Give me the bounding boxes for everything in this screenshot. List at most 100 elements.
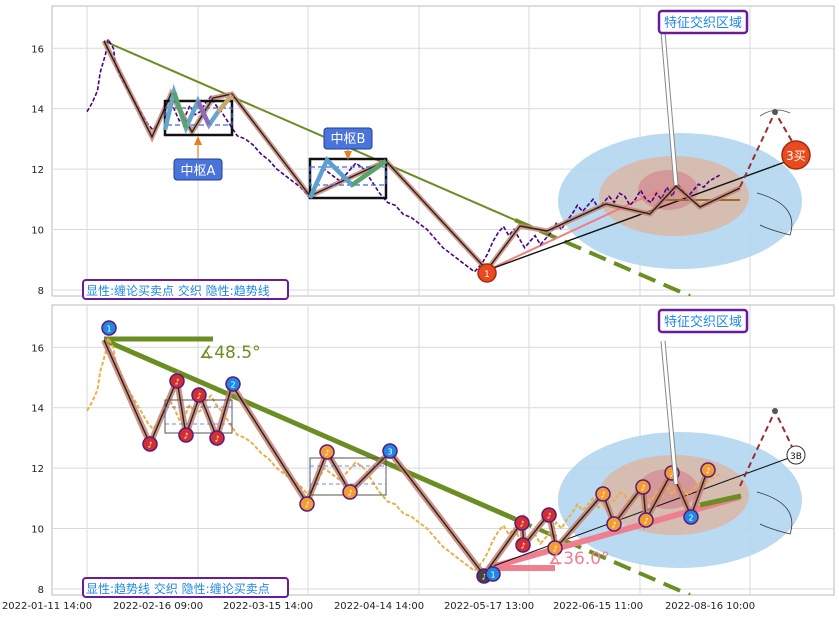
xtick-label-3: 2022-04-14 14:00 bbox=[334, 601, 424, 612]
legend-bottom: 显性:趋势线 交织 隐性:缠论买卖点 bbox=[86, 581, 270, 596]
feature-tag-top-box bbox=[657, 9, 749, 35]
buy3-label-top: 3买 bbox=[786, 149, 806, 163]
feature-tag-bottom: 特征交织区域 bbox=[664, 314, 742, 330]
zhongshu-b-stroke-green bbox=[350, 159, 388, 187]
signal-marker-label-21: ♪ bbox=[669, 470, 674, 479]
zhongshu-a-stroke-tan bbox=[216, 93, 234, 114]
signal-marker-label-3: ♪ bbox=[183, 432, 188, 441]
price-line-bottom bbox=[86, 335, 721, 573]
signal-marker-label-17: ♪ bbox=[600, 491, 605, 500]
bottom-ytick-label-12: 12 bbox=[31, 464, 44, 475]
top-ytick-label-14: 14 bbox=[31, 105, 44, 116]
angle-label-bottom: ∡36.0° bbox=[548, 549, 610, 569]
zhongshu-b-label-box bbox=[323, 127, 373, 150]
feature-tag-top: 特征交织区域 bbox=[664, 15, 742, 31]
buy3-signal-top bbox=[781, 140, 811, 170]
signal-marker-7 bbox=[299, 496, 315, 512]
buy1-label-top: 1 bbox=[484, 270, 490, 280]
bottom-ytick-label-16: 16 bbox=[31, 343, 44, 354]
top-ytick-label-12: 12 bbox=[31, 165, 44, 176]
legend-top: 显性:缠论买卖点 交织 隐性:趋势线 bbox=[86, 283, 270, 298]
signal-marker-label-13: ♪ bbox=[519, 520, 524, 529]
projection-arc-top bbox=[756, 192, 793, 236]
top-ytick-label-10: 10 bbox=[31, 226, 44, 237]
zhongshu-b-inner-bottom bbox=[309, 465, 387, 485]
xtick-label-4: 2022-05-17 13:00 bbox=[444, 601, 534, 612]
bottom-ytick-label-10: 10 bbox=[31, 525, 44, 536]
feature-arrow-top bbox=[661, 31, 678, 186]
signal-marker-label-20: ♪ bbox=[643, 517, 648, 526]
angle-label-top: ∡48.5° bbox=[199, 343, 261, 363]
signal-marker-label-4: ♪ bbox=[196, 392, 201, 401]
trendline-bottom-dashed bbox=[514, 517, 691, 595]
signal-marker-label-22: 2 bbox=[688, 514, 693, 523]
buy3-signal-bottom bbox=[786, 445, 806, 465]
signal-marker-label-15: ♪ bbox=[546, 512, 551, 521]
signal-marker-16 bbox=[547, 540, 563, 556]
signal-marker-label-16: ♪ bbox=[552, 545, 557, 554]
top-ytick-label-8: 8 bbox=[38, 286, 44, 297]
zhongshu-a-arrowhead bbox=[194, 136, 202, 145]
signal-marker-label-14: ♪ bbox=[520, 542, 525, 551]
signal-marker-label-19: ♪ bbox=[640, 484, 645, 493]
signal-marker-18 bbox=[606, 516, 622, 532]
zhongshu-b-label: 中枢B bbox=[331, 132, 366, 147]
signal-marker-2 bbox=[169, 373, 185, 389]
signal-marker-17 bbox=[595, 486, 611, 502]
signal-marker-label-7: ♪ bbox=[304, 501, 309, 510]
signal-marker-label-8: ♪ bbox=[324, 449, 329, 458]
feature-tag-bottom-box bbox=[657, 308, 749, 334]
xtick-label-5: 2022-06-15 11:00 bbox=[553, 601, 643, 612]
projection-arc-bottom bbox=[756, 491, 793, 535]
signal-marker-13 bbox=[514, 515, 530, 531]
signal-marker-4 bbox=[191, 387, 207, 403]
signal-marker-label-2: ♪ bbox=[174, 378, 179, 387]
signal-marker-label-23: ♪ bbox=[705, 467, 710, 476]
xtick-label-2: 2022-03-15 14:00 bbox=[223, 601, 313, 612]
signal-marker-6 bbox=[225, 376, 241, 392]
signal-marker-9 bbox=[342, 484, 358, 500]
zhongshu-a-label: 中枢A bbox=[181, 164, 216, 179]
xtick-label-6: 2022-08-16 10:00 bbox=[665, 601, 755, 612]
projection-dot-bottom bbox=[772, 408, 778, 414]
signal-marker-10 bbox=[382, 443, 398, 459]
signal-marker-label-5: ♪ bbox=[214, 435, 219, 444]
signal-marker-label-9: ♪ bbox=[347, 489, 352, 498]
zhongshu-b-inner bbox=[309, 166, 387, 186]
price-series-bottom bbox=[86, 335, 721, 573]
signal-marker-19 bbox=[635, 479, 651, 495]
signal-marker-3 bbox=[178, 427, 194, 443]
signal-marker-label-11: ♪ bbox=[481, 573, 486, 582]
signal-marker-14 bbox=[515, 537, 531, 553]
top-grid bbox=[52, 6, 834, 296]
signal-marker-label-18: ♪ bbox=[611, 521, 616, 530]
xtick-label-1: 2022-02-16 09:00 bbox=[113, 601, 203, 612]
bottom-ytick-label-8: 8 bbox=[38, 585, 44, 596]
zhongshu-a-stroke-green bbox=[171, 91, 189, 129]
signal-marker-label-12: 1 bbox=[490, 571, 495, 580]
signal-marker-12 bbox=[485, 566, 501, 582]
projection-dot-top bbox=[772, 109, 778, 115]
signal-marker-8 bbox=[319, 444, 335, 460]
buy3-label-bottom: 3B bbox=[790, 452, 802, 462]
signal-marker-5 bbox=[209, 430, 225, 446]
support-line-top-2 bbox=[487, 161, 786, 271]
signal-marker-0 bbox=[101, 320, 117, 336]
signal-marker-22 bbox=[683, 509, 699, 525]
bottom-ytick-label-14: 14 bbox=[31, 404, 44, 415]
zhongshu-a-stroke-purple bbox=[195, 100, 212, 126]
signal-marker-1 bbox=[142, 436, 158, 452]
trendline-top-solid bbox=[103, 40, 516, 221]
xtick-label-0: 2022-01-11 14:00 bbox=[2, 601, 92, 612]
signal-marker-label-6: 2 bbox=[230, 381, 235, 390]
legend-top-box bbox=[82, 279, 289, 300]
signal-marker-20 bbox=[638, 512, 654, 528]
legend-bottom-box bbox=[82, 577, 289, 598]
feature-arrow-bottom bbox=[661, 340, 678, 485]
signal-marker-label-10: 3 bbox=[387, 448, 392, 457]
signal-marker-label-0: 1 bbox=[106, 325, 111, 334]
signal-marker-label-1: ♪ bbox=[147, 441, 152, 450]
